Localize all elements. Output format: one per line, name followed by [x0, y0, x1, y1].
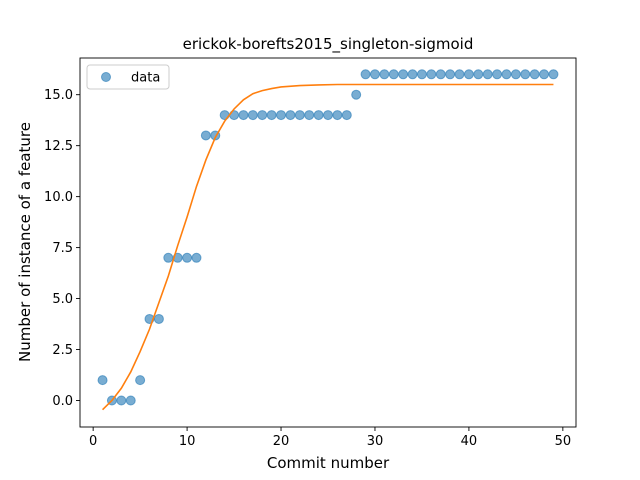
legend-marker: [101, 72, 111, 82]
data-point: [398, 69, 409, 80]
legend: data: [86, 64, 170, 90]
data-point: [247, 110, 258, 121]
fit-line: [101, 83, 554, 411]
chart-title: erickok-borefts2015_singleton-sigmoid: [183, 35, 474, 54]
data-point: [510, 69, 521, 80]
data-point: [116, 395, 127, 406]
y-tick-label: 7.5: [52, 241, 73, 256]
data-point: [492, 69, 503, 80]
data-point: [266, 110, 277, 121]
data-point: [163, 252, 174, 263]
data-point: [454, 69, 465, 80]
data-point: [294, 110, 305, 121]
y-tick-label: 0.0: [52, 394, 73, 409]
y-tick-label: 2.5: [52, 343, 73, 358]
data-point: [548, 69, 559, 80]
x-tick-label: 40: [461, 434, 478, 449]
data-point: [501, 69, 512, 80]
y-tick-label: 15.0: [44, 88, 73, 103]
data-point: [482, 69, 493, 80]
x-axis: 0 10 20 30 40 50: [89, 427, 571, 449]
data-point: [182, 252, 193, 263]
y-tick-label: 10.0: [44, 190, 73, 205]
y-tick-label: 5.0: [52, 292, 73, 307]
plot-frame: [79, 57, 577, 428]
data-point: [257, 110, 268, 121]
data-point: [388, 69, 399, 80]
data-point: [135, 375, 146, 386]
data-point: [97, 375, 108, 386]
data-point: [379, 69, 390, 80]
data-point: [520, 69, 531, 80]
x-tick-label: 50: [555, 434, 572, 449]
x-tick-label: 10: [179, 434, 196, 449]
data-point: [529, 69, 540, 80]
data-point: [539, 69, 550, 80]
data-point: [351, 89, 362, 100]
y-axis-label: Number of instance of a feature: [16, 122, 34, 362]
data-point: [304, 110, 315, 121]
data-point: [407, 69, 418, 80]
data-point: [323, 110, 333, 121]
data-point: [125, 395, 136, 406]
y-axis: 0.0 2.5 5.0 7.5 10.0 12.5 15.0: [44, 88, 80, 409]
x-tick-label: 0: [89, 434, 97, 449]
y-tick-label: 12.5: [44, 139, 73, 154]
data-point: [332, 110, 343, 121]
data-point: [426, 69, 437, 80]
series-layer: [97, 69, 559, 411]
data-point: [285, 110, 296, 121]
x-axis-label: Commit number: [267, 454, 390, 472]
legend-label: data: [131, 71, 160, 86]
data-point: [416, 69, 427, 80]
data-point: [369, 69, 380, 80]
x-tick-label: 30: [367, 434, 384, 449]
data-point: [360, 69, 371, 80]
data-point: [191, 252, 202, 263]
data-point: [313, 110, 324, 121]
legend-box: [86, 64, 170, 90]
data-point: [276, 110, 287, 121]
data-point: [153, 313, 164, 324]
data-point: [341, 110, 352, 121]
plot-area: [79, 57, 577, 428]
data-point: [200, 130, 211, 141]
data-point: [238, 110, 249, 121]
x-tick-label: 20: [273, 434, 290, 449]
data-point: [435, 69, 446, 80]
data-point: [473, 69, 484, 80]
data-point: [463, 69, 474, 80]
data-point: [445, 69, 456, 80]
